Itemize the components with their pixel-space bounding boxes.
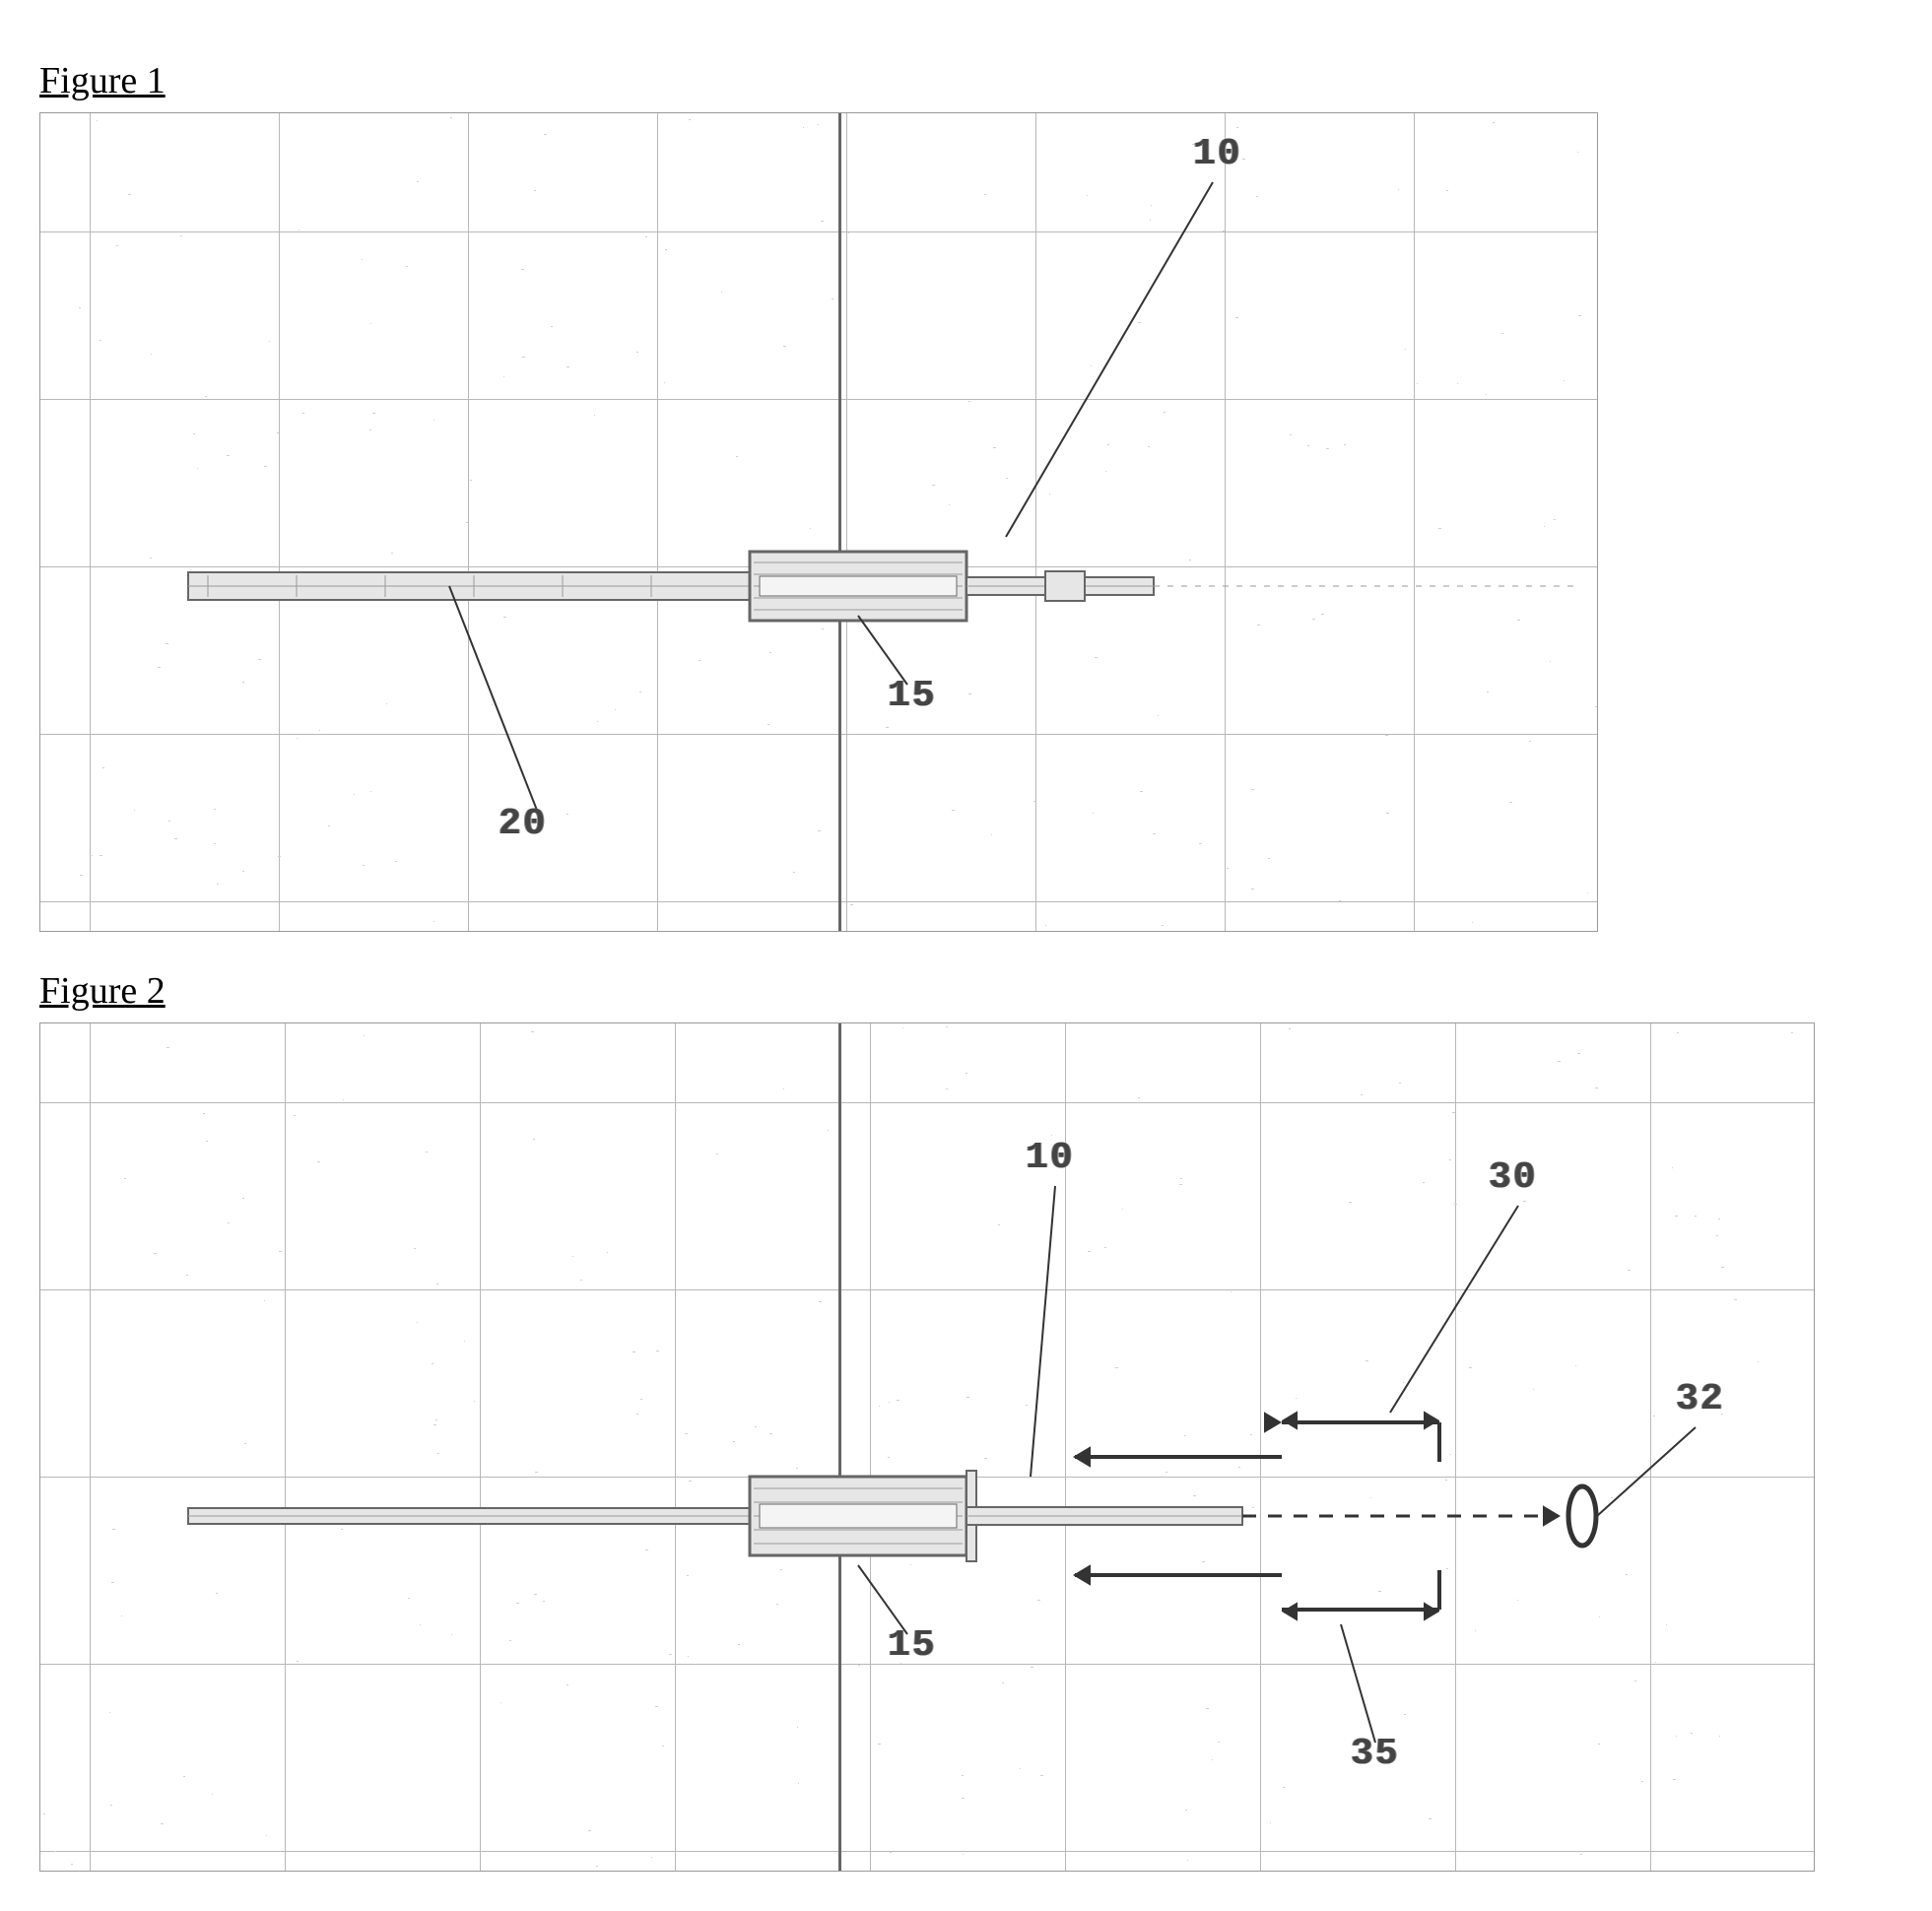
ref-20: 20	[499, 803, 548, 845]
ref-15: 15	[888, 675, 937, 717]
figure-2-title: Figure 2	[39, 969, 1893, 1013]
figure-1-panel: 10 15 20	[39, 112, 1598, 932]
ref-10: 10	[1026, 1137, 1075, 1179]
ref-15: 15	[888, 1624, 937, 1667]
ref-30: 30	[1489, 1156, 1538, 1199]
ref-10: 10	[1193, 133, 1242, 175]
figure-1-title: Figure 1	[39, 59, 1893, 102]
figure-2-panel: 10 30 32 15 35	[39, 1022, 1815, 1872]
ref-35: 35	[1351, 1733, 1400, 1775]
ref-32: 32	[1676, 1378, 1725, 1420]
